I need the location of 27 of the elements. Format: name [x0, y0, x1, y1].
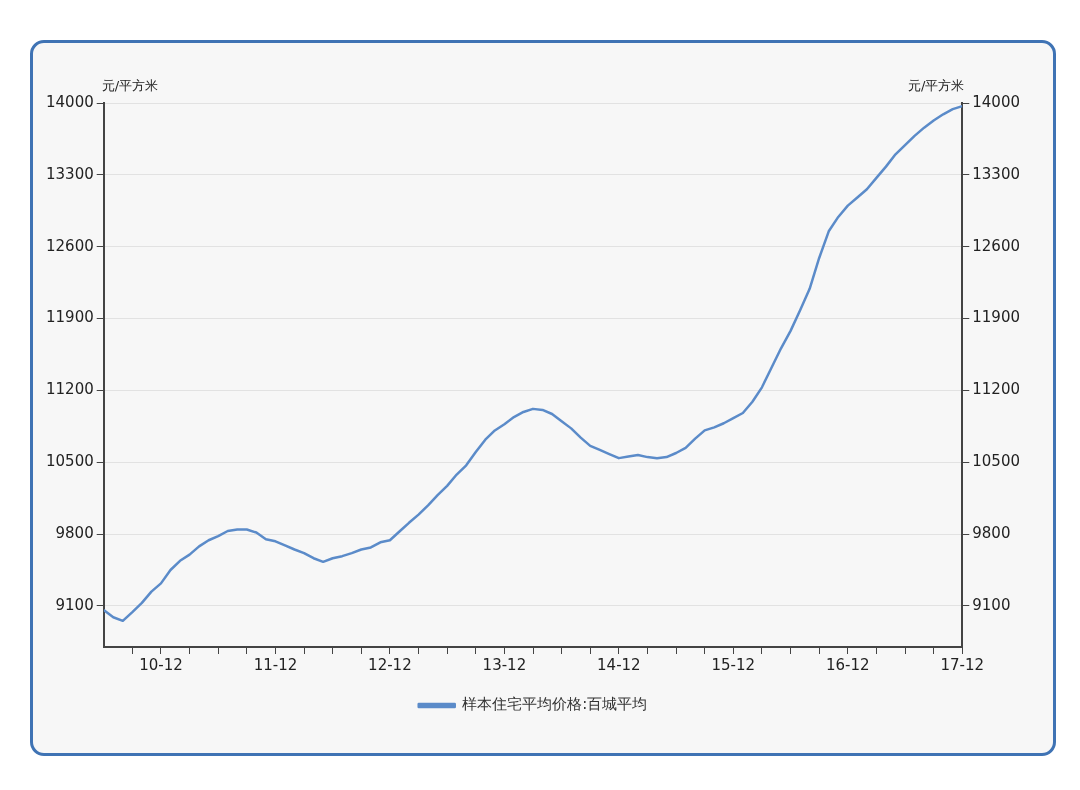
y-tick-label: 13300 — [46, 164, 94, 183]
x-tick-label: 14-12 — [597, 655, 641, 674]
y-tick-label: 11900 — [46, 308, 94, 327]
y-tick-label: 10500 — [46, 452, 94, 471]
x-tick-label: 17-12 — [940, 655, 985, 674]
y-axis-title: 元/平方米 — [101, 77, 159, 93]
x-tick-label: 10-12 — [139, 655, 183, 674]
y2-tick-label: 13300 — [972, 164, 1020, 183]
x-tick-label: 16-12 — [826, 655, 870, 674]
legend-label: 样本住宅平均价格:百城平均 — [462, 695, 648, 714]
x-tick-label: 13-12 — [482, 655, 527, 674]
x-tick-label: 11-12 — [253, 655, 298, 674]
x-tick-label: 12-12 — [368, 655, 412, 674]
y2-axis-title: 元/平方米 — [907, 77, 965, 93]
y2-tick-label: 9100 — [972, 595, 1011, 614]
y2-tick-label: 9800 — [972, 523, 1011, 542]
y-tick-label: 14000 — [46, 92, 94, 111]
y2-tick-label: 11200 — [972, 380, 1020, 399]
y2-tick-label: 12600 — [972, 236, 1020, 255]
y2-tick-label: 10500 — [972, 452, 1020, 471]
y2-tick-label: 11900 — [972, 308, 1020, 327]
y-tick-label: 9800 — [55, 523, 94, 542]
y2-tick-label: 14000 — [972, 92, 1020, 111]
x-tick-label: 15-12 — [711, 655, 756, 674]
y-tick-label: 9100 — [55, 595, 94, 614]
y-tick-label: 11200 — [46, 380, 94, 399]
y-tick-label: 12600 — [46, 236, 94, 255]
